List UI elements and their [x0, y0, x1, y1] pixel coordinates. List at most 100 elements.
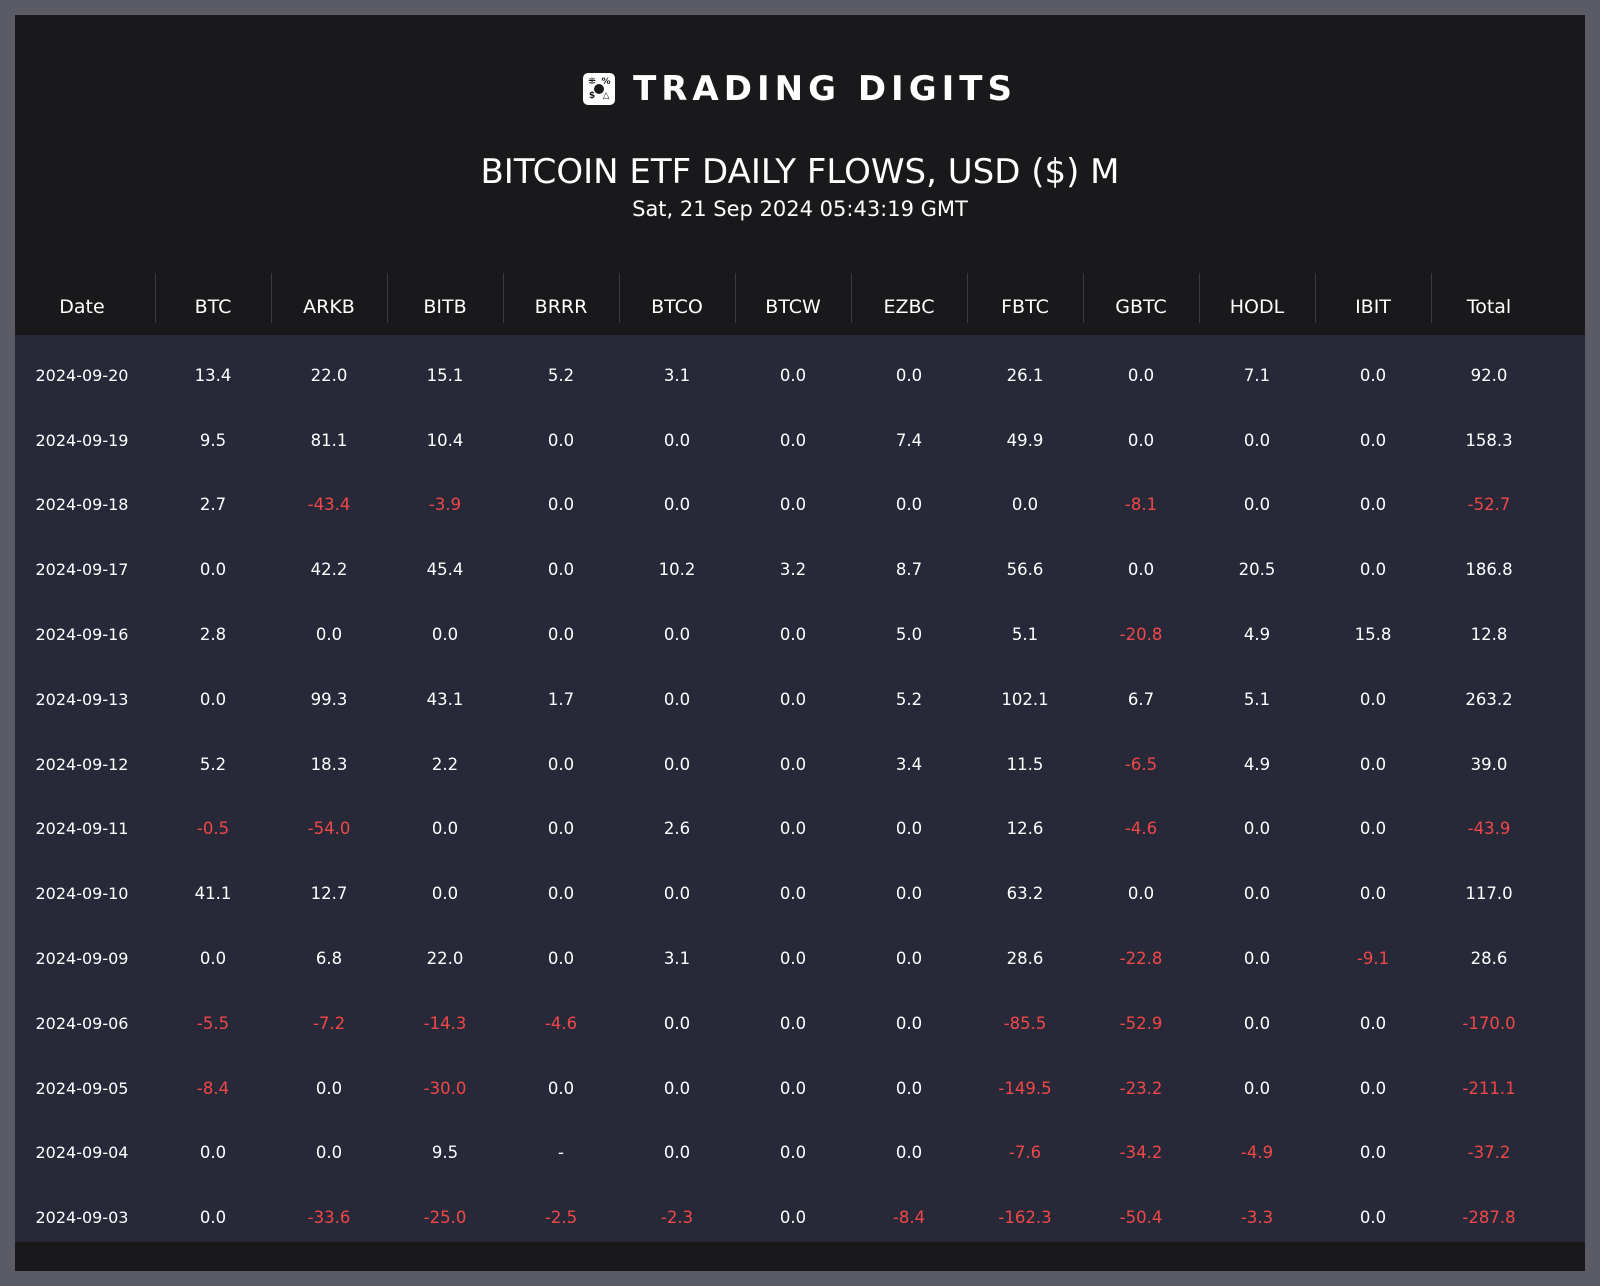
date-cell: 2024-09-13: [35, 689, 129, 709]
flow-cell-ezbc: -8.4: [892, 1208, 926, 1228]
flow-cell-ibit: 0.0: [1359, 1208, 1387, 1228]
flow-cell-btco: 0.0: [663, 884, 691, 904]
date-cell: 2024-09-09: [35, 949, 129, 969]
flow-cell-bitb: 0.0: [431, 625, 459, 645]
table-row: 2024-09-09 0.0 6.8 22.0 0.0 3.1 0.0 0.0 28.6 -22.…: [15, 926, 1585, 991]
flow-cell-fbtc: 11.5: [1006, 754, 1044, 774]
flow-cell-btc: 41.1: [194, 884, 232, 904]
flow-cell-arkb: -43.4: [307, 495, 351, 515]
flow-cell-fbtc: 0.0: [1011, 495, 1039, 515]
flow-cell-btcw: 0.0: [779, 1078, 807, 1098]
flow-cell-ezbc: 7.4: [895, 430, 923, 450]
column-header-ibit: IBIT: [1315, 271, 1431, 335]
flow-cell-hodl: -4.9: [1240, 1143, 1274, 1163]
flow-cell-btco: 0.0: [663, 754, 691, 774]
flow-cell-gbtc: 6.7: [1127, 689, 1155, 709]
flow-cell-fbtc: -85.5: [1003, 1013, 1047, 1033]
flow-cell-bitb: -3.9: [428, 495, 462, 515]
flow-cell-btc: -8.4: [196, 1078, 230, 1098]
flow-cell-ibit: 0.0: [1359, 819, 1387, 839]
flow-cell-ibit: 0.0: [1359, 884, 1387, 904]
flow-cell-total: -43.9: [1467, 819, 1511, 839]
flow-cell-hodl: 4.9: [1243, 754, 1271, 774]
flow-cell-hodl: 0.0: [1243, 1013, 1271, 1033]
flow-cell-ezbc: 0.0: [895, 365, 923, 385]
flow-cell-total: 186.8: [1465, 560, 1513, 580]
flow-cell-brrr: 0.0: [547, 560, 575, 580]
flow-cell-btco: 0.0: [663, 689, 691, 709]
flow-cell-total: 263.2: [1465, 689, 1513, 709]
flow-cell-arkb: 6.8: [315, 949, 343, 969]
flow-cell-gbtc: -4.6: [1124, 819, 1158, 839]
flow-cell-gbtc: -52.9: [1119, 1013, 1163, 1033]
flow-cell-brrr: -2.5: [544, 1208, 578, 1228]
flow-cell-btc: 0.0: [199, 949, 227, 969]
column-header-btco: BTCO: [619, 271, 735, 335]
flow-cell-ibit: 0.0: [1359, 1143, 1387, 1163]
flow-cell-total: -211.1: [1462, 1078, 1516, 1098]
flow-cell-brrr: 0.0: [547, 430, 575, 450]
flow-cell-arkb: 18.3: [310, 754, 348, 774]
flow-cell-btc: -5.5: [196, 1013, 230, 1033]
flow-cell-btco: 0.0: [663, 625, 691, 645]
flow-cell-arkb: 0.0: [315, 1078, 343, 1098]
flow-cell-ibit: -9.1: [1356, 949, 1390, 969]
table-row: 2024-09-18 2.7 -43.4 -3.9 0.0 0.0 0.0 0.0 0.0 -8.…: [15, 473, 1585, 538]
column-header-btcw: BTCW: [735, 271, 851, 335]
table-footer: [15, 1242, 1585, 1271]
table-row: 2024-09-16 2.8 0.0 0.0 0.0 0.0 0.0 5.0 5.1 -20.8 4…: [15, 602, 1585, 667]
date-cell: 2024-09-20: [35, 365, 129, 385]
flow-cell-fbtc: 26.1: [1006, 365, 1044, 385]
flow-cell-fbtc: -7.6: [1008, 1143, 1042, 1163]
flow-cell-arkb: 0.0: [315, 1143, 343, 1163]
report-panel: ⁜ % $ △ TRADING DIGITS BITCOIN ETF DAILY…: [15, 15, 1585, 1271]
flow-cell-btco: 0.0: [663, 495, 691, 515]
flow-cell-ibit: 0.0: [1359, 365, 1387, 385]
flow-cell-gbtc: -20.8: [1119, 625, 1163, 645]
flow-cell-arkb: 12.7: [310, 884, 348, 904]
flow-cell-btc: 5.2: [199, 754, 227, 774]
flow-cell-gbtc: 0.0: [1127, 430, 1155, 450]
flow-cell-btc: 0.0: [199, 560, 227, 580]
flow-cell-gbtc: 0.0: [1127, 884, 1155, 904]
flow-cell-total: 92.0: [1470, 365, 1508, 385]
flow-cell-bitb: -30.0: [423, 1078, 467, 1098]
flow-cell-btcw: 0.0: [779, 365, 807, 385]
flow-cell-ezbc: 0.0: [895, 1013, 923, 1033]
flow-cell-fbtc: -149.5: [998, 1078, 1052, 1098]
flow-cell-fbtc: 28.6: [1006, 949, 1044, 969]
flow-cell-ezbc: 0.0: [895, 949, 923, 969]
flow-cell-hodl: 0.0: [1243, 819, 1271, 839]
flow-cell-ezbc: 0.0: [895, 1078, 923, 1098]
flow-cell-total: 117.0: [1465, 884, 1513, 904]
flow-cell-ibit: 0.0: [1359, 754, 1387, 774]
flow-cell-total: 28.6: [1470, 949, 1508, 969]
column-header-gbtc: GBTC: [1083, 271, 1199, 335]
column-header-arkb: ARKB: [271, 271, 387, 335]
date-cell: 2024-09-04: [35, 1143, 129, 1163]
table-row: 2024-09-10 41.1 12.7 0.0 0.0 0.0 0.0 0.0 63.2 0.0…: [15, 861, 1585, 926]
flow-cell-hodl: 5.1: [1243, 689, 1271, 709]
table-row: 2024-09-03 0.0 -33.6 -25.0 -2.5 -2.3 0.0 -8.4 -1…: [15, 1185, 1585, 1250]
flow-cell-btco: 2.6: [663, 819, 691, 839]
table-row: 2024-09-06 -5.5 -7.2 -14.3 -4.6 0.0 0.0 0.0 -85.…: [15, 991, 1585, 1056]
flow-cell-fbtc: 102.1: [1001, 689, 1049, 709]
flow-cell-arkb: -7.2: [312, 1013, 346, 1033]
flow-cell-brrr: 0.0: [547, 949, 575, 969]
flow-cell-bitb: 10.4: [426, 430, 464, 450]
flow-cell-btcw: 0.0: [779, 430, 807, 450]
flow-cell-arkb: -33.6: [307, 1208, 351, 1228]
flow-cell-btcw: 0.0: [779, 754, 807, 774]
table-row: 2024-09-05 -8.4 0.0 -30.0 0.0 0.0 0.0 0.0 -149.5…: [15, 1056, 1585, 1121]
flow-cell-arkb: 81.1: [310, 430, 348, 450]
flow-cell-btc: 0.0: [199, 1143, 227, 1163]
table-header: Date BTC ARKB BITB BRRR BTCO BTCW EZBC FBTC GBTC H…: [15, 271, 1585, 335]
flow-cell-ezbc: 0.0: [895, 819, 923, 839]
flow-cell-brrr: -: [558, 1143, 564, 1163]
table-row: 2024-09-11 -0.5 -54.0 0.0 0.0 2.6 0.0 0.0 12.6 -4…: [15, 797, 1585, 862]
flow-cell-ezbc: 3.4: [895, 754, 923, 774]
flow-cell-btco: 0.0: [663, 1143, 691, 1163]
flow-cell-gbtc: -50.4: [1119, 1208, 1163, 1228]
flow-cell-fbtc: 49.9: [1006, 430, 1044, 450]
flow-cell-btcw: 0.0: [779, 625, 807, 645]
